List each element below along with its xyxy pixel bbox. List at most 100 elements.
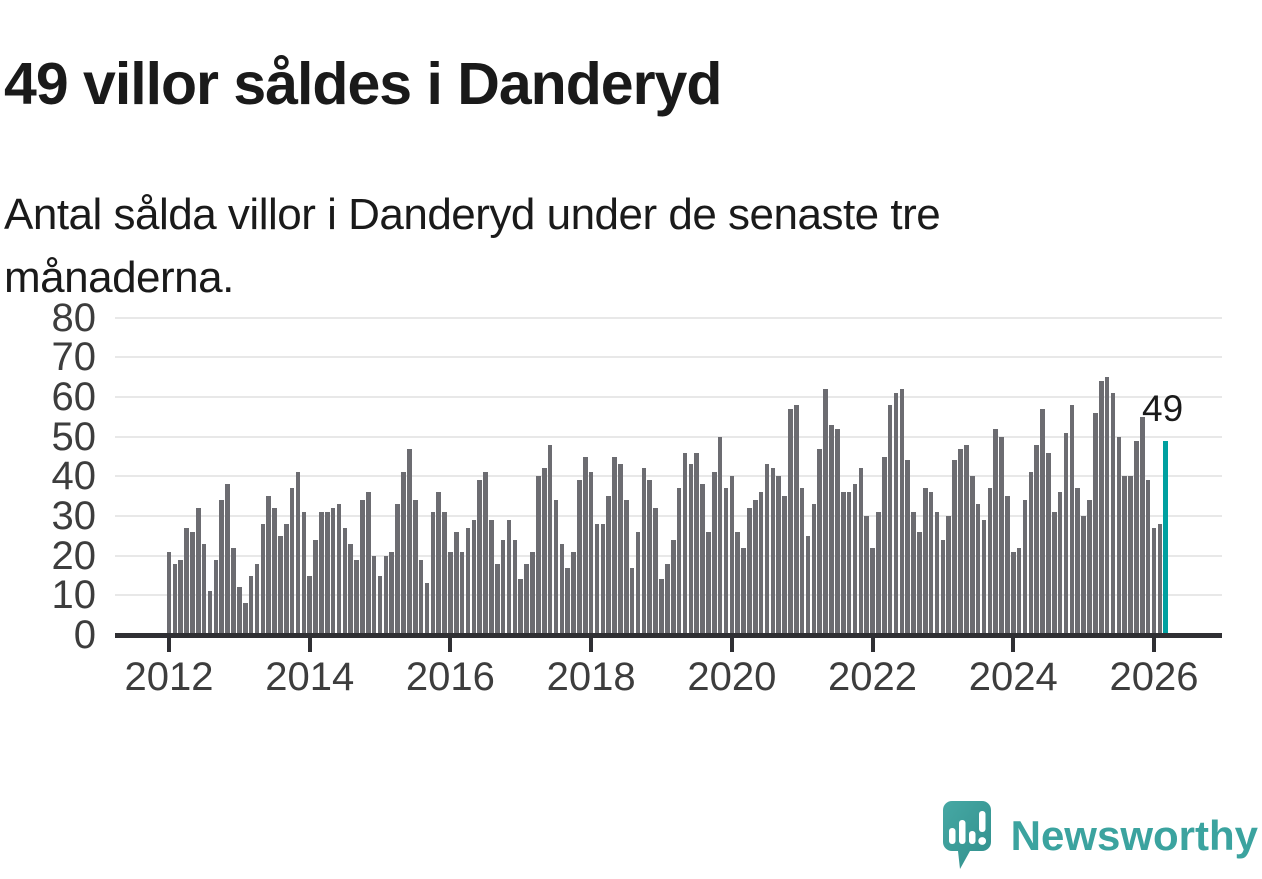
- x-axis-label: 2020: [687, 655, 777, 699]
- bar: [1122, 476, 1127, 633]
- bar: [934, 512, 940, 633]
- bar: [1128, 476, 1133, 633]
- newsworthy-logo-text: Newsworthy: [1010, 812, 1258, 859]
- bar: [366, 492, 371, 633]
- bar: [928, 492, 934, 633]
- bar: [500, 539, 506, 633]
- bar: [782, 496, 787, 633]
- bar: [975, 504, 981, 633]
- bar: [600, 523, 606, 633]
- x-axis-label: 2018: [546, 655, 636, 699]
- bar: [559, 543, 565, 633]
- bar: [794, 404, 799, 633]
- bar: [999, 436, 1004, 633]
- bar: [207, 591, 213, 633]
- chart-subtitle: Antal sålda villor i Danderyd under de s…: [4, 190, 941, 302]
- bar: [840, 492, 846, 633]
- bar: [336, 504, 342, 633]
- bar: [1063, 432, 1069, 633]
- bar: [952, 460, 957, 633]
- bar: [1010, 551, 1016, 633]
- bar: [641, 468, 647, 633]
- x-axis-tick: [1011, 633, 1016, 652]
- bar: [266, 496, 271, 633]
- bar: [711, 472, 717, 633]
- bar: [805, 535, 811, 633]
- bar: [624, 500, 629, 633]
- bar: [1157, 523, 1163, 633]
- bar: [1016, 547, 1022, 633]
- bar: [190, 531, 195, 633]
- bar: [248, 575, 254, 633]
- bar: [747, 508, 752, 633]
- gridline: [115, 515, 1222, 517]
- x-axis-line: [115, 633, 1222, 638]
- y-axis-label: 0: [73, 613, 96, 657]
- bar: [987, 488, 993, 633]
- bar: [360, 500, 365, 633]
- bar: [665, 563, 670, 633]
- y-axis-label: 40: [51, 454, 97, 499]
- bar: [694, 452, 699, 633]
- bar: [764, 464, 770, 633]
- bar: [489, 519, 494, 633]
- bar: [506, 519, 512, 633]
- y-axis-label: 60: [51, 375, 97, 420]
- bar: [788, 408, 793, 633]
- bar: [1040, 408, 1045, 633]
- bar: [706, 531, 711, 633]
- bar: [418, 559, 424, 633]
- bar: [829, 424, 834, 633]
- bar: [629, 567, 635, 633]
- bar: [178, 559, 184, 633]
- bar: [1046, 452, 1051, 633]
- bar: [940, 539, 946, 633]
- bar: [201, 543, 207, 633]
- bar: [1052, 512, 1057, 633]
- bar: [618, 464, 623, 633]
- bar: [401, 472, 406, 633]
- highlight-bar: [1163, 440, 1168, 633]
- bar: [858, 468, 864, 633]
- bar: [471, 519, 477, 633]
- bar: [899, 389, 905, 633]
- bar: [729, 476, 735, 633]
- bar: [283, 523, 289, 633]
- bar: [219, 500, 225, 633]
- bar: [348, 543, 354, 633]
- bar: [1087, 500, 1092, 633]
- x-axis-label: 2024: [968, 655, 1058, 699]
- bar: [735, 531, 740, 633]
- y-axis-label: 70: [51, 335, 97, 380]
- bar: [1022, 500, 1028, 633]
- bar: [1093, 412, 1098, 633]
- x-axis-tick: [870, 633, 875, 652]
- bar: [588, 472, 594, 633]
- bar: [1151, 527, 1157, 633]
- bar: [905, 460, 911, 633]
- bar: [969, 476, 975, 633]
- bar: [383, 555, 389, 633]
- bar: [723, 488, 729, 633]
- bar: [541, 468, 547, 633]
- bar: [530, 551, 535, 633]
- bar: [389, 551, 395, 633]
- bar: [1116, 436, 1122, 633]
- bar: [1057, 492, 1063, 633]
- bar: [993, 428, 998, 633]
- bar: [412, 500, 418, 633]
- bar: [659, 579, 664, 633]
- x-axis-label: 2012: [124, 655, 214, 699]
- bar: [196, 508, 201, 633]
- bar: [606, 496, 612, 633]
- bar: [753, 500, 758, 633]
- bar: [371, 555, 377, 633]
- y-axis-label: 20: [51, 533, 97, 578]
- bar: [512, 539, 518, 633]
- y-axis-label: 80: [51, 295, 97, 340]
- bar: [946, 516, 952, 633]
- bar: [524, 563, 529, 633]
- bar: [477, 480, 483, 633]
- bar: [881, 456, 887, 633]
